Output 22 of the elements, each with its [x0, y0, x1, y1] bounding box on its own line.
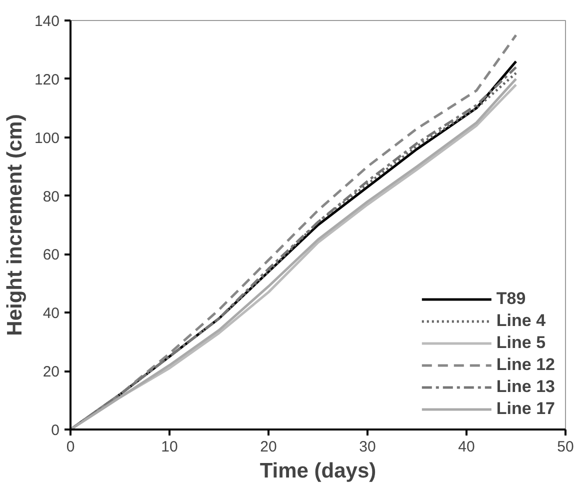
x-tick-label: 30: [359, 438, 376, 456]
legend-label: Line 13: [496, 377, 555, 397]
x-tick-label: 40: [458, 438, 475, 456]
x-tick-label: 10: [161, 438, 178, 456]
y-tick-label: 20: [42, 364, 60, 381]
legend-label: Line 4: [496, 311, 546, 331]
y-tick-label: 80: [42, 188, 60, 206]
y-tick-label: 120: [34, 71, 60, 88]
y-tick-label: 0: [51, 422, 60, 439]
x-tick-label: 0: [66, 438, 75, 456]
legend-label: Line 5: [496, 333, 546, 353]
x-axis-title: Time (days): [260, 460, 376, 482]
y-tick-label: 60: [42, 246, 60, 264]
legend-label: Line 17: [496, 399, 555, 419]
y-tick-label: 140: [34, 13, 60, 30]
y-tick-label: 40: [42, 305, 60, 322]
y-tick-label: 100: [34, 130, 60, 147]
legend-label: T89: [496, 289, 526, 309]
legend-label: Line 12: [496, 355, 555, 375]
y-axis-title: Height increment (cm): [3, 114, 26, 336]
x-tick-label: 50: [557, 438, 574, 456]
x-tick-label: 20: [260, 438, 277, 456]
